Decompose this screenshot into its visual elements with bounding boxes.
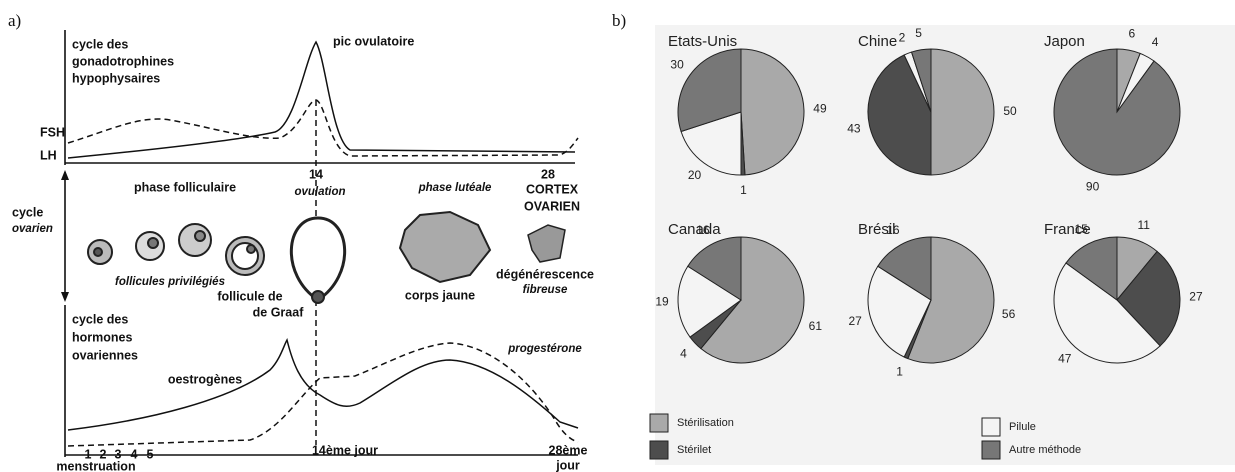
follicles — [88, 212, 565, 303]
value-label: 47 — [1058, 351, 1072, 365]
value-label: 90 — [1086, 179, 1100, 193]
cortex-label: CORTEX — [526, 182, 579, 196]
estrogen-curve — [68, 340, 578, 430]
panel-a: a) cycle des gonadotrophines hypophysair… — [8, 11, 594, 472]
curve-label: oestrogènes — [168, 372, 242, 386]
pie-title: Chine — [858, 33, 897, 50]
value-label: 27 — [848, 314, 862, 328]
legend-swatch — [650, 414, 668, 432]
day-label: 28ème — [549, 443, 588, 457]
title: ovariennes — [72, 348, 138, 362]
value-label: 6 — [1128, 27, 1135, 41]
panel-label: b) — [612, 11, 626, 30]
structure-label: dégénérescence — [496, 267, 594, 281]
title: hormones — [72, 330, 132, 344]
phase-label: phase lutéale — [418, 182, 492, 194]
menstruation-label: menstruation — [56, 459, 135, 472]
title: cycle des — [72, 312, 128, 326]
pie-title: Japon — [1044, 33, 1085, 50]
value-label: 4 — [680, 346, 687, 360]
value-label: 11 — [1138, 218, 1151, 232]
fsh-curve — [68, 100, 578, 156]
pie-title: Etats-Unis — [668, 33, 737, 50]
curve-label: FSH — [40, 125, 65, 139]
value-label: 43 — [847, 121, 861, 135]
value-label: 1 — [896, 365, 903, 379]
value-label: 49 — [813, 102, 827, 116]
value-label: 1 — [740, 183, 747, 197]
curve-label: progestérone — [507, 343, 582, 355]
legend-label: Autre méthode — [1009, 444, 1081, 456]
pie-title: Canada — [668, 221, 721, 238]
value-label: 2 — [899, 31, 906, 45]
structure-label: fibreuse — [523, 284, 568, 296]
value-label: 5 — [915, 26, 922, 40]
value-label: 56 — [1002, 307, 1016, 321]
value-label: 50 — [1003, 104, 1017, 118]
legend-swatch — [650, 441, 668, 459]
legend-label: Stérilisation — [677, 417, 734, 429]
day-number: 5 — [147, 447, 154, 461]
value-label: 16 — [696, 223, 710, 237]
day-label: 14 — [309, 167, 323, 181]
value-label: 61 — [809, 319, 823, 333]
structure-label: follicule de — [217, 289, 282, 303]
section-label: ovarien — [12, 223, 53, 235]
value-label: 19 — [655, 295, 669, 309]
legend-swatch — [982, 441, 1000, 459]
structure-label: corps jaune — [405, 288, 475, 302]
value-label: 15 — [1074, 222, 1088, 236]
progesterone-curve — [68, 343, 578, 446]
phase-label: phase folliculaire — [134, 180, 236, 194]
pie-slice — [1054, 49, 1180, 175]
panel-label: a) — [8, 11, 21, 30]
curve-label: LH — [40, 148, 57, 162]
day-label: 14ème jour — [312, 443, 378, 457]
value-label: 20 — [688, 168, 702, 182]
legend-swatch — [982, 418, 1000, 436]
cortex-label: OVARIEN — [524, 199, 580, 213]
value-label: 16 — [886, 223, 900, 237]
section-label: cycle — [12, 205, 43, 219]
value-label: 27 — [1189, 290, 1203, 304]
title: gonadotrophines — [72, 54, 174, 68]
legend-label: Pilule — [1009, 421, 1036, 433]
title: hypophysaires — [72, 71, 160, 85]
value-label: 30 — [670, 58, 684, 72]
phase-label: ovulation — [294, 186, 345, 198]
legend-label: Stérilet — [677, 444, 711, 456]
structure-label: de Graaf — [253, 305, 305, 319]
day-label: 28 — [541, 167, 555, 181]
title: cycle des — [72, 37, 128, 51]
annotation: pic ovulatoire — [333, 34, 414, 48]
figure: a) cycle des gonadotrophines hypophysair… — [0, 0, 1235, 472]
value-label: 4 — [1152, 35, 1159, 49]
day-label: jour — [555, 458, 580, 472]
structure-label: follicules privilégiés — [115, 276, 225, 288]
